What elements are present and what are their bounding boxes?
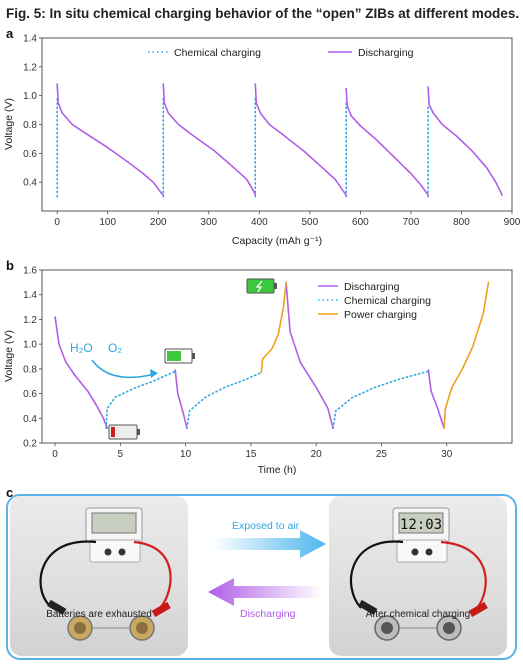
panel-a-discharging-line [427, 86, 503, 196]
legend-a-discharge-label: Discharging [358, 47, 414, 59]
panel-b-ytick-label: 0.4 [23, 414, 37, 425]
panel-b-discharging-line [54, 316, 109, 429]
panel-c-label: c [6, 485, 13, 500]
legend-b-discharge-label: Discharging [344, 281, 400, 293]
photo-recharged: 12:03 After chemical charging [329, 496, 507, 656]
panel-b-legend: Discharging Chemical charging Power char… [318, 281, 431, 321]
exposed-to-air-label: Exposed to air [232, 520, 300, 532]
figure-title: Fig. 5: In situ chemical charging behavi… [6, 6, 520, 21]
battery-charging-icon [246, 278, 277, 294]
panel-a-ylabel: Voltage (V) [3, 98, 15, 150]
panel-b-ytick-label: 1.6 [23, 266, 37, 277]
panel-b-xtick-label: 30 [441, 449, 453, 460]
panel-a-discharging-line [162, 83, 257, 196]
caption-exhausted: Batteries are exhausted [46, 609, 152, 620]
panel-a-ytick-label: 0.4 [23, 178, 37, 189]
battery-full-icon [164, 348, 195, 364]
panel-a-xtick-label: 500 [302, 217, 319, 228]
panel-b-xtick-label: 0 [52, 449, 58, 460]
panel-b-chemical-charging-line [332, 370, 430, 429]
panel-b-chart: b 0 5 10 15 20 25 30 0.2 0.4 0.6 0.8 1.0 1.2 1.4 1.6 T… [3, 258, 513, 476]
panel-a-ytick-label: 1.0 [23, 91, 37, 102]
air-arrow-head [150, 369, 158, 378]
panel-a-discharging-line [254, 83, 347, 196]
panel-a-chart: a 0 100 200 300 400 500 600 700 800 900 0.4 0.6 0.8 1… [3, 26, 521, 247]
panel-a-xtick-label: 0 [54, 217, 60, 228]
panel-c-frame [6, 494, 517, 660]
panel-b-xtick-label: 15 [245, 449, 257, 460]
panel-a-legend: Chemical charging Discharging [148, 47, 414, 59]
panel-b-discharging-line [427, 369, 445, 429]
annotation-h2o: H₂O [70, 341, 93, 355]
panel-b-frame [41, 269, 513, 444]
panel-b-chemical-charging-line [105, 370, 176, 429]
panel-a-discharging-line [56, 83, 165, 196]
panel-b-xtick-label: 20 [311, 449, 323, 460]
panel-b-label: b [6, 258, 14, 273]
legend-a-chemical-label: Chemical charging [174, 47, 261, 59]
panel-b-ytick-label: 0.6 [23, 389, 37, 400]
panel-b-ytick-label: 0.2 [23, 439, 37, 450]
caption-recharged: After chemical charging [365, 609, 471, 620]
panel-a-xtick-label: 700 [403, 217, 420, 228]
panel-b-ytick-label: 1.0 [23, 340, 37, 351]
panel-b-xtick-label: 10 [180, 449, 192, 460]
air-arrow [91, 359, 156, 379]
legend-b-chemical-label: Chemical charging [344, 295, 431, 307]
panel-a-xtick-label: 900 [504, 217, 521, 228]
panel-b-ytick-label: 1.2 [23, 315, 37, 326]
annotation-o2: O₂ [108, 341, 122, 355]
panel-a-xlabel: Capacity (mAh g⁻¹) [232, 235, 322, 247]
panel-b-ytick-label: 1.4 [23, 290, 37, 301]
panel-a-xtick-label: 300 [200, 217, 217, 228]
panel-a-xtick-label: 400 [251, 217, 268, 228]
panel-b-power-charging-line [260, 281, 287, 374]
photo-exhausted: Batteries are exhausted [10, 496, 188, 656]
panel-b-xtick-label: 25 [376, 449, 388, 460]
lcd-time: 12:03 [400, 517, 442, 533]
panel-a-ytick-label: 0.6 [23, 149, 37, 160]
panel-a-ytick-label: 1.2 [23, 62, 37, 73]
panel-b-discharging-line [174, 369, 188, 429]
recharged-circuit-illustration: 12:03 [349, 507, 488, 641]
exhausted-circuit-illustration [39, 507, 172, 641]
panel-b-power-charging-line [443, 281, 490, 429]
panel-b-discharging-line [285, 281, 334, 429]
panel-a-label: a [6, 26, 14, 41]
legend-b-power-label: Power charging [344, 309, 417, 321]
panel-b-xlabel: Time (h) [258, 464, 297, 476]
battery-empty-icon [108, 424, 140, 440]
panel-b-ytick-label: 0.8 [23, 364, 37, 375]
panel-b-chemical-charging-line [186, 371, 263, 429]
panel-a-ytick-label: 0.8 [23, 120, 37, 131]
panel-a-discharging-line [345, 87, 429, 196]
discharging-label: Discharging [240, 608, 296, 620]
panel-b-ylabel: Voltage (V) [3, 330, 15, 382]
panel-a-xtick-label: 100 [99, 217, 116, 228]
panel-a-xtick-label: 200 [150, 217, 167, 228]
panel-a-xtick-label: 800 [453, 217, 470, 228]
panel-a-ytick-label: 1.4 [23, 34, 37, 45]
panel-b-xtick-label: 5 [118, 449, 124, 460]
panel-a-xtick-label: 600 [352, 217, 369, 228]
